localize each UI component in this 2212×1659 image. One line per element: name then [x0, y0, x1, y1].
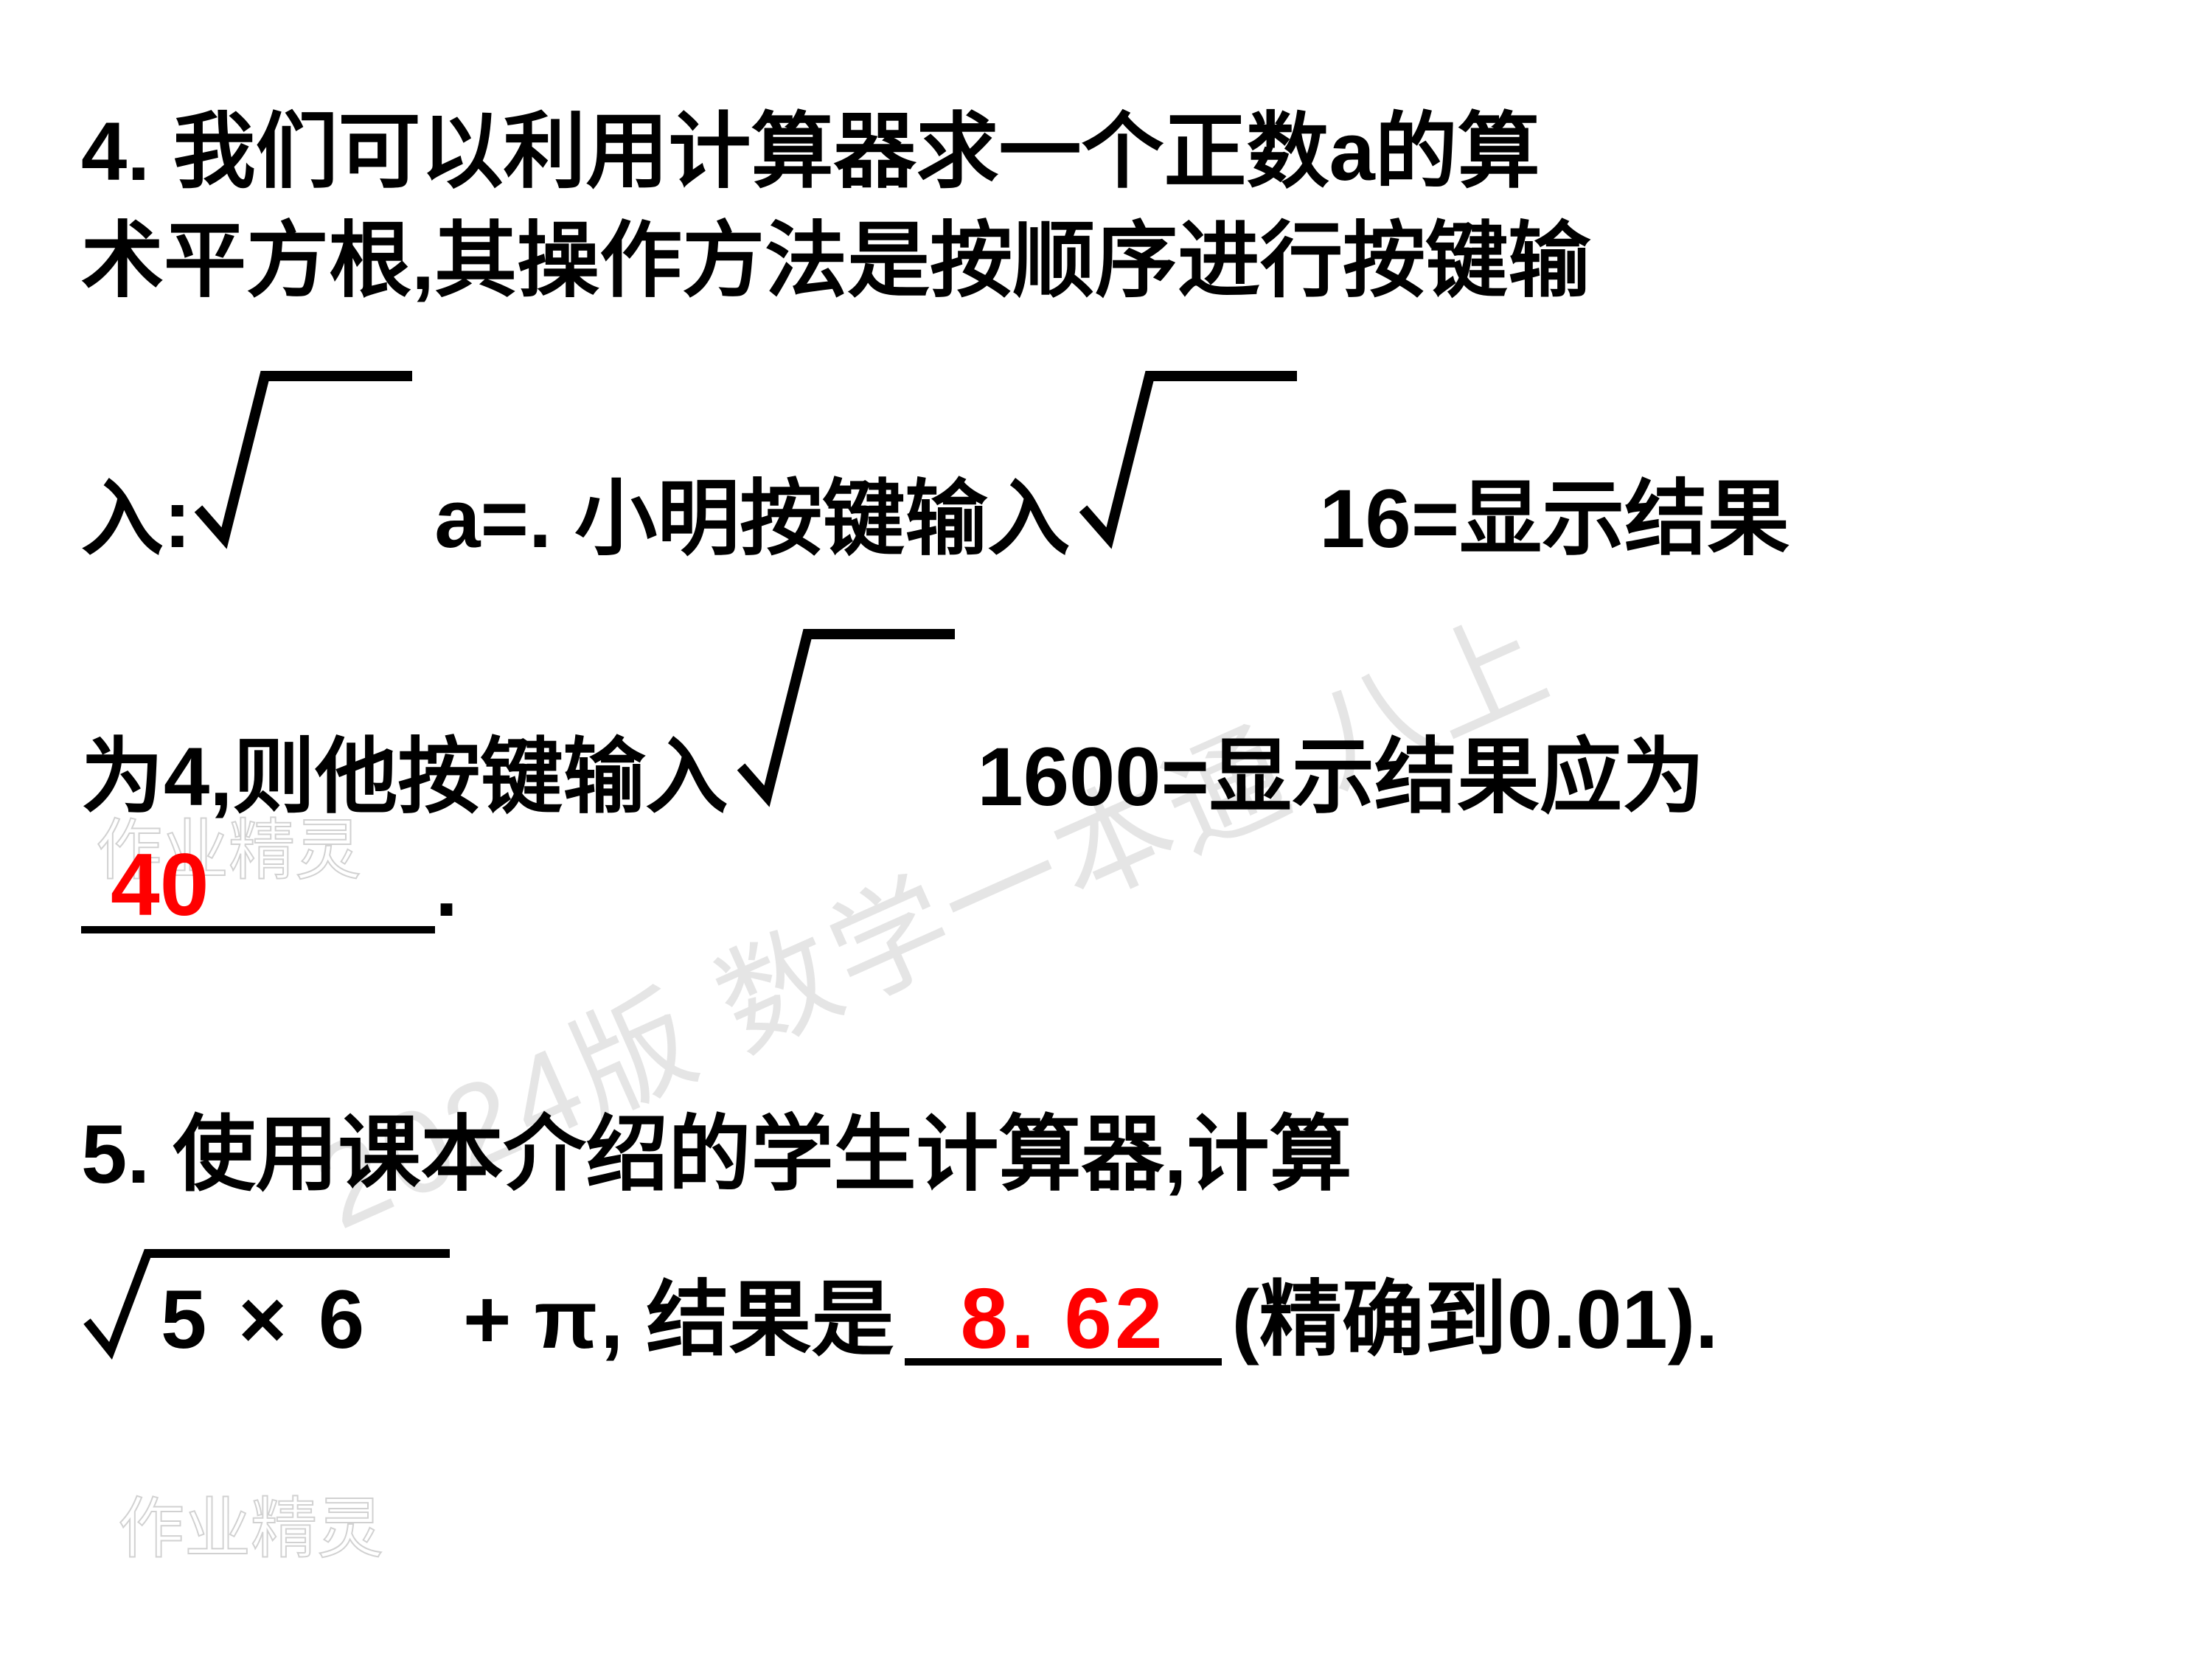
q4-answer: 40 [111, 835, 209, 934]
q4-line1: 4. 我们可以利用计算器求一个正数a的算 [81, 111, 2131, 193]
watermark-3: 作业精灵 [118, 1475, 383, 1571]
q4-line3: 入: a=. 小明按键输入 16=显示结果 [81, 354, 2131, 560]
q4-line4: 为4,则他按键输入 1600=显示结果应为 [81, 612, 2131, 818]
q4-text-4a: 为4,则他按键输入 [81, 736, 728, 818]
q4-text-1: 4. 我们可以利用计算器求一个正数a的算 [81, 111, 1540, 193]
q5-answer-blank: 8. 62 [905, 1276, 1222, 1361]
q4-text-3a: 入: [81, 478, 191, 560]
sqrt-icon [734, 612, 955, 826]
q4-period: . [435, 846, 458, 929]
sqrt-with-content: 5 × 6 [81, 1240, 450, 1366]
q5-line1: 5. 使用课本介绍的学生计算器,计算 [81, 1113, 2131, 1196]
q4-answer-blank: 40 [81, 841, 435, 929]
q5-answer: 8. 62 [961, 1270, 1166, 1366]
page: 作业精灵 2024版 数学一本通 八上 作业精灵 4. 我们可以利用计算器求一个… [0, 0, 2212, 1659]
q5-line2: 5 × 6 + π , 结果是 8. 62 (精确到0.01). [81, 1240, 2131, 1361]
q4-text-4b: 1600=显示结果应为 [977, 736, 1705, 818]
sqrt-icon [191, 354, 412, 568]
q5-mid: , 结果是 [600, 1279, 894, 1361]
q5-tail: (精确到0.01). [1232, 1279, 1719, 1361]
q5-text-1: 5. 使用课本介绍的学生计算器,计算 [81, 1113, 1352, 1196]
q4-text-3c: 16=显示结果 [1319, 478, 1790, 560]
q4-line2: 术平方根,其操作方法是按顺序进行按键输 [81, 220, 2131, 302]
q5-plus: + π [463, 1279, 597, 1361]
q4-text-3b: a=. 小明按键输入 [434, 478, 1070, 560]
q5-sqrt-inner: 5 × 6 [161, 1279, 369, 1361]
sqrt-icon [1076, 354, 1297, 568]
q4-text-2: 术平方根,其操作方法是按顺序进行按键输 [81, 220, 1590, 302]
q4-line5: 40 . [81, 841, 2131, 929]
